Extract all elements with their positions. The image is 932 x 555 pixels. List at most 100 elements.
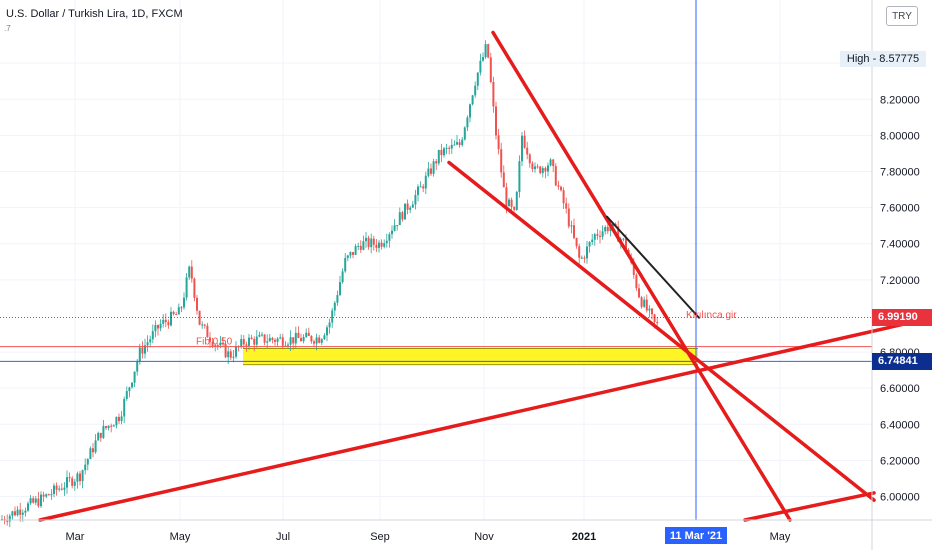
- candle-body: [344, 258, 346, 271]
- x-tick-label: Mar: [66, 531, 85, 543]
- candle-body: [466, 117, 468, 127]
- candle-body: [578, 246, 580, 258]
- candle-body: [243, 339, 245, 344]
- candle-body: [27, 503, 29, 510]
- candle-body: [253, 339, 255, 345]
- candle-body: [100, 433, 102, 438]
- support-zone-rect: [243, 348, 698, 364]
- trendlines: Fib 0.50 Kırılınca gir: [0, 0, 932, 520]
- candle-body: [74, 482, 76, 486]
- candle-body: [204, 325, 206, 326]
- candle-body: [435, 161, 437, 163]
- currency-toggle[interactable]: TRY: [886, 6, 918, 26]
- candle-body: [105, 426, 107, 428]
- candle-body: [425, 176, 427, 189]
- candle-body: [365, 238, 367, 241]
- symbol-title: U.S. Dollar / Turkish Lira, 1D, FXCM: [6, 8, 183, 20]
- candle-body: [329, 323, 331, 328]
- candle-body: [604, 227, 606, 231]
- candle-body: [232, 357, 234, 358]
- x-tick-label: May: [170, 531, 191, 543]
- y-tick-label: 7.60000: [880, 203, 920, 215]
- candle-body: [573, 225, 575, 238]
- entry-note: Kırılınca gir: [686, 310, 737, 321]
- candle-body: [544, 168, 546, 171]
- candle-body: [370, 239, 372, 248]
- candle-body: [152, 331, 154, 339]
- candle-body: [134, 372, 136, 383]
- candle-body: [529, 154, 531, 163]
- candle-body: [422, 186, 424, 188]
- candle-body: [409, 208, 411, 210]
- candle-body: [487, 44, 489, 57]
- candle-body: [326, 327, 328, 335]
- candle-body: [191, 267, 193, 279]
- candle-body: [30, 498, 32, 503]
- candle-body: [420, 186, 422, 187]
- fib-label: Fib 0.50: [196, 337, 233, 348]
- candle-body: [396, 225, 398, 226]
- candle-body: [186, 277, 188, 297]
- candle-body: [607, 227, 609, 231]
- candle-body: [22, 513, 24, 515]
- candle-body: [180, 307, 182, 308]
- x-tick-label: 2021: [572, 531, 596, 543]
- candle-body: [201, 325, 203, 326]
- candle-body: [526, 148, 528, 155]
- candle-body: [557, 185, 559, 186]
- candle-body: [9, 516, 11, 522]
- support-zone: [243, 348, 698, 364]
- candle-body: [66, 477, 68, 487]
- candle-body: [524, 136, 526, 148]
- candle-body: [503, 172, 505, 187]
- candle-body: [97, 433, 99, 441]
- candle-body: [149, 339, 151, 342]
- candle-body: [448, 148, 450, 149]
- candle-body: [534, 166, 536, 169]
- candle-body: [394, 225, 396, 230]
- candle-body: [563, 190, 565, 203]
- candle-body: [391, 231, 393, 234]
- candle-body: [323, 335, 325, 339]
- candle-body: [274, 340, 276, 342]
- candle-body: [173, 312, 175, 314]
- candle-body: [290, 337, 292, 344]
- candle-body: [165, 320, 167, 322]
- candle-body: [121, 416, 123, 421]
- last-price-badge: 6.99190: [872, 309, 932, 326]
- candle-body: [500, 149, 502, 172]
- y-tick-label: 7.80000: [880, 166, 920, 178]
- candle-body: [126, 391, 128, 399]
- candle-body: [11, 511, 13, 516]
- candle-body: [157, 325, 159, 328]
- candle-body: [539, 167, 541, 174]
- x-tick-label: May: [770, 531, 791, 543]
- candle-body: [310, 336, 312, 341]
- candle-body: [498, 135, 500, 149]
- candle-body: [256, 337, 258, 345]
- trendline-upper-channel: [493, 32, 790, 520]
- candle-body: [108, 426, 110, 428]
- candle-body: [175, 314, 177, 315]
- candle-body: [477, 73, 479, 86]
- candle-body: [461, 140, 463, 145]
- candle-body: [79, 474, 81, 482]
- candle-body: [170, 312, 172, 326]
- candle-body: [513, 207, 515, 210]
- candle-body: [261, 335, 263, 336]
- y-tick-label: 6.20000: [880, 455, 920, 467]
- candle-body: [427, 168, 429, 175]
- candle-body: [331, 310, 333, 322]
- candle-body: [308, 333, 310, 336]
- y-tick-label: 6.40000: [880, 419, 920, 431]
- candle-body: [451, 145, 453, 149]
- candle-body: [17, 510, 19, 516]
- candle-body: [32, 498, 34, 502]
- candle-body: [199, 311, 201, 325]
- candle-body: [656, 322, 658, 323]
- candle-body: [271, 338, 273, 340]
- candle-body: [295, 333, 297, 344]
- candle-body: [576, 238, 578, 246]
- candle-body: [638, 288, 640, 297]
